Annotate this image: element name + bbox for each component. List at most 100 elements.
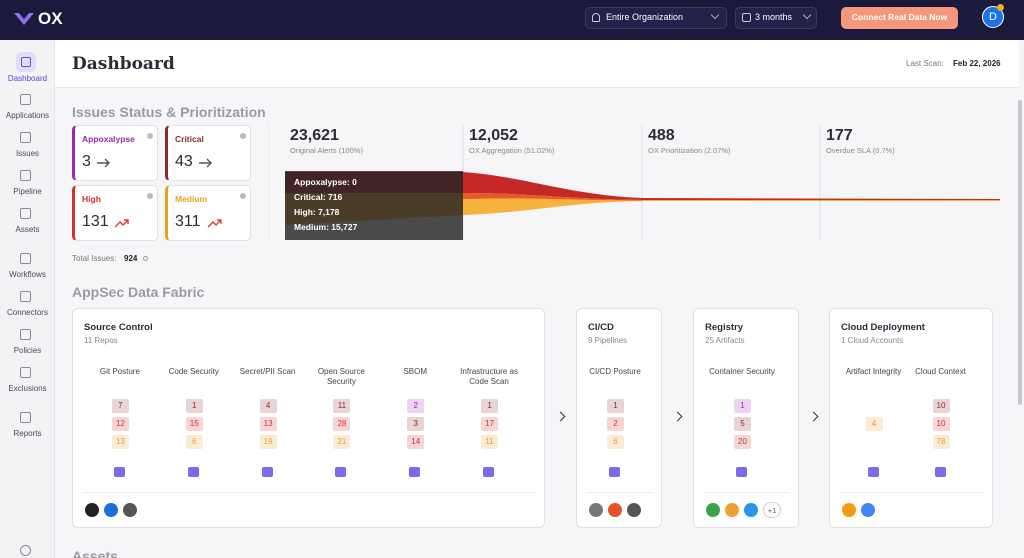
info-dot xyxy=(240,133,246,139)
sidebar-item[interactable]: Pipeline xyxy=(0,164,55,202)
section-title: AppSec Data Fabric xyxy=(72,284,205,300)
severity-card[interactable]: Critical 43 xyxy=(165,125,251,181)
sidebar-item[interactable]: Exclusions xyxy=(0,361,55,399)
separator xyxy=(704,492,790,493)
scope-dropdown[interactable]: Entire Organization xyxy=(585,7,727,29)
column-label: CI/CD Posture xyxy=(589,367,641,376)
integration-logo[interactable] xyxy=(725,503,739,517)
count-value: 5 xyxy=(740,419,745,428)
sidebar-icon xyxy=(20,253,31,264)
sidebar-label: Issues xyxy=(15,149,40,158)
column-label: Infrastructure as Code Scan xyxy=(460,367,518,386)
sidebar-item[interactable]: Reports xyxy=(0,406,55,444)
integration-logo[interactable] xyxy=(85,503,99,517)
count-value: 2 xyxy=(413,401,418,410)
sidebar-label: Policies xyxy=(13,346,42,355)
count-value: 4 xyxy=(265,401,271,410)
sidebar-item[interactable]: Applications xyxy=(0,88,55,126)
severity-card[interactable]: Medium 311 xyxy=(165,185,251,241)
more-chip[interactable]: +1 xyxy=(763,502,781,518)
integration-logo[interactable] xyxy=(608,503,622,517)
tooltip-line: Appoxalypse: 0 xyxy=(294,177,357,187)
count-value: 7 xyxy=(118,401,123,410)
section-title: Issues Status & Prioritization xyxy=(72,104,266,120)
more-text: +1 xyxy=(767,506,777,515)
column-label: Cloud Context xyxy=(915,367,966,376)
funnel xyxy=(268,125,1000,240)
section-title: Assets xyxy=(72,548,118,558)
count-badge: 13 xyxy=(111,435,129,449)
count-badge: 10 xyxy=(932,417,950,431)
sidebar-item[interactable]: Issues xyxy=(0,126,55,164)
sidebar-icon xyxy=(20,329,31,340)
trend-icon xyxy=(207,219,222,228)
stage-label: Original Alerts (100%) xyxy=(290,146,363,155)
stage-value: 12,052 xyxy=(469,127,518,144)
page-header xyxy=(55,40,1019,88)
severity-value: 43 xyxy=(175,153,193,170)
last-scan-date: Feb 22, 2026 xyxy=(953,59,1001,68)
integration-logo[interactable] xyxy=(123,503,137,517)
fabric-title: Cloud Deployment xyxy=(841,322,925,333)
severity-card[interactable]: Appoxalypse 3 xyxy=(72,125,158,181)
cta-button[interactable]: Connect Real Data Now xyxy=(841,7,958,29)
logo-shape xyxy=(14,13,34,25)
avatar-initial: D xyxy=(989,11,997,23)
arrow xyxy=(97,158,110,168)
fabric-subtitle: 25 Artifacts xyxy=(705,336,745,345)
period-text: 3 months xyxy=(755,12,793,22)
count-value: 20 xyxy=(738,437,747,446)
sidebar-icon xyxy=(20,291,31,302)
sidebar-item[interactable]: Policies xyxy=(0,323,55,361)
column-icon xyxy=(609,467,620,477)
fabric-card: Registry 25 Artifacts Container Security 1 5… xyxy=(693,308,799,528)
count-value: 15 xyxy=(189,419,199,428)
count-badge: 4 xyxy=(865,417,883,431)
column-label: Code Security xyxy=(168,367,219,376)
chevron xyxy=(802,10,812,20)
integration-logo[interactable] xyxy=(627,503,641,517)
sidebar-icon xyxy=(20,94,31,105)
integration-logo[interactable] xyxy=(744,503,758,517)
logo-text: OX xyxy=(38,9,63,28)
sidebar-item[interactable]: Workflows xyxy=(0,247,55,285)
sidebar-label: Pipeline xyxy=(13,187,42,196)
next-chevron[interactable] xyxy=(808,411,819,422)
funnel-tooltip: Appoxalypse: 0 Critical: 716 High: 7,178 Me… xyxy=(285,171,463,240)
info-dot xyxy=(147,133,153,139)
count-badge: 7 xyxy=(111,399,129,413)
next-chevron[interactable] xyxy=(555,411,565,422)
count-value: 21 xyxy=(337,437,347,446)
sidebar-item[interactable]: Assets xyxy=(0,202,55,240)
integration-logo[interactable] xyxy=(104,503,118,517)
avatar[interactable]: D xyxy=(982,4,1004,28)
avatar-badge xyxy=(997,4,1004,11)
count-value: 10 xyxy=(936,401,946,410)
stage-label: Overdue SLA (0.7%) xyxy=(826,146,895,155)
column-label: Open Source Security xyxy=(317,367,365,386)
sidebar-item[interactable]: Dashboard xyxy=(0,50,55,88)
period-dropdown[interactable]: 3 months xyxy=(735,7,817,29)
count-badge: 17 xyxy=(481,417,499,431)
sidebar-icon-glyph xyxy=(21,57,31,67)
integration-logo[interactable] xyxy=(861,503,875,517)
count-value: 6 xyxy=(613,437,618,446)
integration-logo[interactable] xyxy=(706,503,720,517)
arrow xyxy=(207,219,222,228)
integration-logo[interactable] xyxy=(589,503,603,517)
severity-card[interactable]: High 131 xyxy=(72,185,158,241)
arrow xyxy=(199,158,212,168)
sidebar-item[interactable]: Connectors xyxy=(0,285,55,323)
fabric-card: CI/CD 9 Pipelines CI/CD Posture 1 2 6 xyxy=(576,308,662,528)
sidebar-icon xyxy=(20,132,31,143)
funnel-medium xyxy=(285,193,1000,225)
integration-logo[interactable] xyxy=(842,503,856,517)
count-badge: 6 xyxy=(185,435,203,449)
column-label: SBOM xyxy=(403,367,428,376)
column-icon xyxy=(934,467,946,477)
column-icon xyxy=(736,467,747,477)
column-label: Artifact Integrity xyxy=(845,367,902,376)
next-chevron[interactable] xyxy=(672,411,682,422)
separator xyxy=(840,492,984,493)
